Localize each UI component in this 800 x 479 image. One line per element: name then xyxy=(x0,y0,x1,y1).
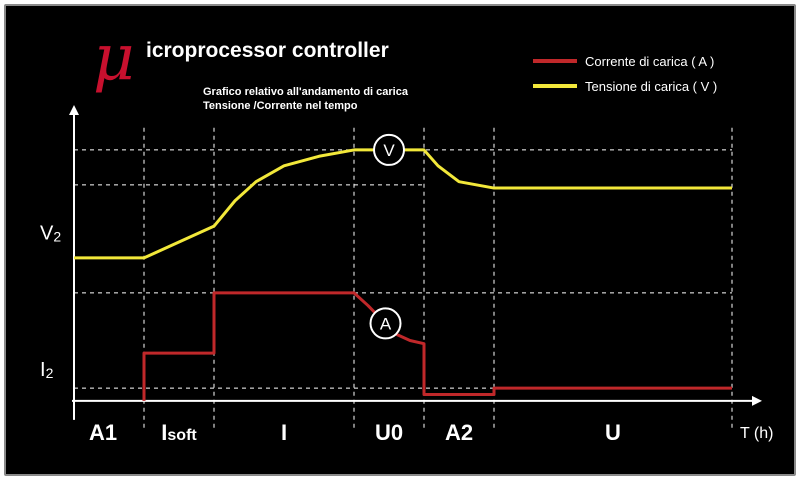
phase-label-3: U0 xyxy=(375,420,403,445)
chart-title: icroprocessor controller xyxy=(146,39,389,62)
legend: Corrente di carica ( A ) Tensione di car… xyxy=(533,54,717,94)
phase-label-2: I xyxy=(281,420,287,445)
legend-label-current: Corrente di carica ( A ) xyxy=(585,54,714,69)
y-tick-label-0: V2 xyxy=(40,223,61,245)
phase-label-5: U xyxy=(605,420,621,445)
axis-labels: V2 I2 A1 Isoft I U0 A2 U T (h) xyxy=(40,223,773,445)
series-line-voltage xyxy=(74,148,732,260)
series-marker-label-voltage: V xyxy=(383,141,395,160)
series-marker-current xyxy=(369,307,402,340)
y-axis-arrow xyxy=(69,105,79,115)
series-marker-voltage xyxy=(373,133,405,166)
legend-label-voltage: Tensione di carica ( V ) xyxy=(585,79,717,94)
phase-label-0: A1 xyxy=(89,420,117,445)
y-tick-label-1: I2 xyxy=(40,359,54,381)
x-axis-arrow xyxy=(752,395,762,406)
logo-mu-glyph: μ xyxy=(93,21,135,95)
series-line-current xyxy=(142,291,732,401)
grid xyxy=(74,127,733,430)
phase-label-1: Isoft xyxy=(161,420,197,445)
series: AV xyxy=(74,133,732,401)
phase-label-4: A2 xyxy=(445,420,473,445)
axes xyxy=(69,105,762,420)
chart-subtitle-2: Tensione /Corrente nel tempo xyxy=(203,100,358,112)
series-marker-label-current: A xyxy=(380,314,392,333)
x-axis-label: T (h) xyxy=(740,425,773,442)
chart-frame xyxy=(4,4,796,476)
chart-subtitle-1: Grafico relativo all'andamento di carica xyxy=(203,86,409,98)
